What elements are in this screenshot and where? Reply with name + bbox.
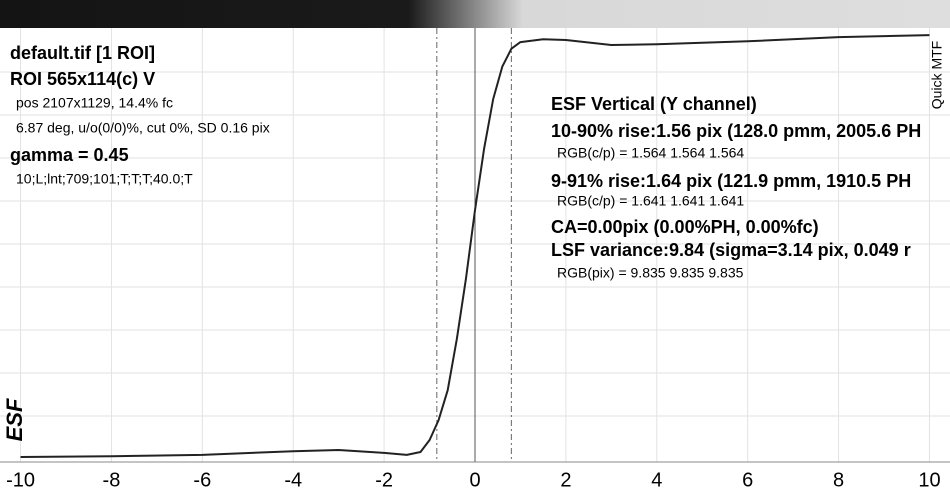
info-right-line: 9-91% rise:1.64 pix (121.9 pmm, 1910.5 P…	[551, 171, 911, 191]
info-left-line: default.tif [1 ROI]	[10, 43, 155, 63]
x-tick-label: 8	[833, 469, 844, 491]
x-tick-label: 0	[469, 469, 480, 491]
info-left-line: 6.87 deg, u/o(0/0)%, cut 0%, SD 0.16 pix	[16, 120, 270, 136]
info-right-line: LSF variance:9.84 (sigma=3.14 pix, 0.049…	[551, 240, 911, 260]
info-right-line: RGB(pix) = 9.835 9.835 9.835	[557, 265, 744, 281]
x-tick-label: -4	[284, 469, 302, 491]
x-tick-label: 4	[651, 469, 662, 491]
x-tick-label: -6	[193, 469, 211, 491]
info-right-line: CA=0.00pix (0.00%PH, 0.00%fc)	[551, 217, 819, 237]
x-tick-label: 2	[560, 469, 571, 491]
top-bar	[0, 0, 950, 28]
esf-curve	[20, 34, 930, 458]
info-right-line: 10-90% rise:1.56 pix (128.0 pmm, 2005.6 …	[551, 121, 921, 141]
info-right-line: RGB(c/p) = 1.564 1.564 1.564	[557, 145, 744, 161]
info-left-line: 10;L;lnt;709;101;T;T;T;40.0;T	[16, 171, 193, 187]
info-left-line: ROI 565x114(c) V	[10, 69, 155, 89]
info-right-line: ESF Vertical (Y channel)	[551, 94, 757, 114]
info-right-line: RGB(c/p) = 1.641 1.641 1.641	[557, 193, 744, 209]
info-left-line: pos 2107x1129, 14.4% fc	[16, 95, 173, 111]
x-tick-label: -2	[375, 469, 393, 491]
x-tick-label: -8	[103, 469, 121, 491]
x-tick-label: 6	[742, 469, 753, 491]
x-tick-label: 10	[918, 469, 940, 491]
plot-content: -10 -8 -6 -4 -2 0 2 4 6 8 10 default.tif [1 ROI] ROI…	[6, 28, 941, 491]
y-axis-label: ESF	[2, 398, 27, 441]
x-tick-label: -10	[6, 469, 35, 491]
info-left-line: gamma = 0.45	[10, 145, 129, 165]
app-label: Quick MTF	[929, 41, 945, 109]
